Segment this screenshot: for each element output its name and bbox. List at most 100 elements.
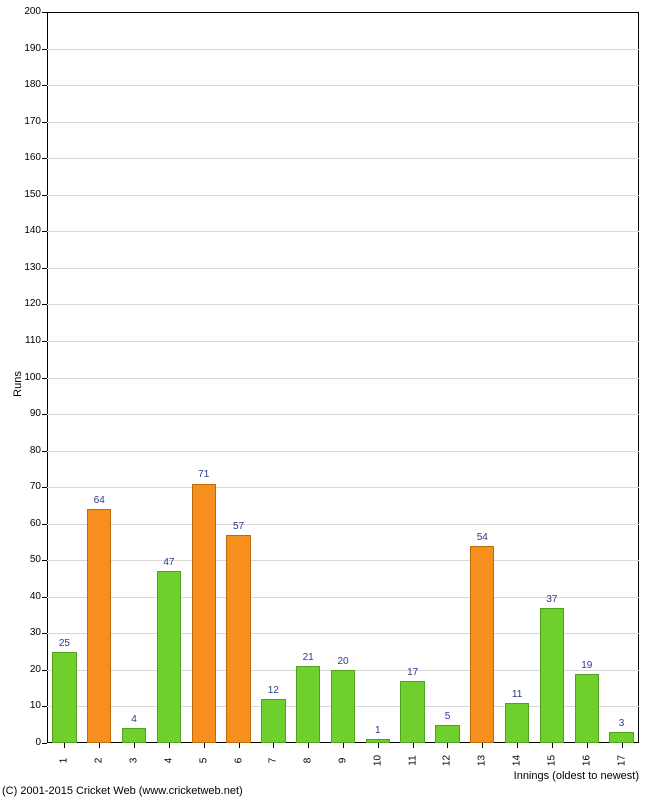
- bar: [470, 546, 494, 743]
- y-tick: [42, 414, 47, 415]
- x-tick-label: 3: [129, 751, 140, 771]
- y-tick-label: 190: [13, 44, 41, 54]
- y-tick: [42, 524, 47, 525]
- bar: [226, 535, 250, 743]
- x-tick-label: 6: [233, 751, 244, 771]
- x-tick-label: 2: [94, 751, 105, 771]
- gridline: [47, 231, 639, 232]
- bar: [192, 484, 216, 744]
- bar: [331, 670, 355, 743]
- x-tick-label: 9: [338, 751, 349, 771]
- bar-value-label: 64: [84, 495, 114, 506]
- gridline: [47, 451, 639, 452]
- y-tick-label: 40: [13, 592, 41, 602]
- gridline: [47, 341, 639, 342]
- gridline: [47, 49, 639, 50]
- x-tick: [273, 743, 274, 748]
- x-tick: [239, 743, 240, 748]
- gridline: [47, 304, 639, 305]
- x-tick: [482, 743, 483, 748]
- bar-value-label: 57: [224, 521, 254, 532]
- y-tick-label: 30: [13, 628, 41, 638]
- bar: [261, 699, 285, 743]
- bar: [505, 703, 529, 743]
- bar: [87, 509, 111, 743]
- y-tick-label: 100: [13, 373, 41, 383]
- bar-value-label: 17: [398, 667, 428, 678]
- bar: [435, 725, 459, 743]
- bar-value-label: 11: [502, 689, 532, 700]
- y-tick-label: 20: [13, 665, 41, 675]
- x-tick: [134, 743, 135, 748]
- y-tick: [42, 597, 47, 598]
- x-tick: [99, 743, 100, 748]
- y-tick: [42, 122, 47, 123]
- y-tick: [42, 158, 47, 159]
- y-tick-label: 110: [13, 336, 41, 346]
- copyright-text: (C) 2001-2015 Cricket Web (www.cricketwe…: [2, 785, 243, 797]
- bar: [575, 674, 599, 743]
- y-tick: [42, 304, 47, 305]
- y-tick-label: 160: [13, 153, 41, 163]
- bar-value-label: 4: [119, 714, 149, 725]
- bar-value-label: 21: [293, 652, 323, 663]
- gridline: [47, 195, 639, 196]
- x-tick: [587, 743, 588, 748]
- x-tick: [552, 743, 553, 748]
- y-tick: [42, 560, 47, 561]
- x-tick-label: 10: [372, 751, 383, 771]
- bar-value-label: 19: [572, 660, 602, 671]
- bar-value-label: 71: [189, 469, 219, 480]
- x-tick: [343, 743, 344, 748]
- y-tick: [42, 49, 47, 50]
- y-tick-label: 150: [13, 190, 41, 200]
- y-tick: [42, 633, 47, 634]
- bar-value-label: 5: [432, 711, 462, 722]
- bar-value-label: 12: [258, 685, 288, 696]
- bar-value-label: 37: [537, 594, 567, 605]
- y-tick: [42, 670, 47, 671]
- x-tick: [64, 743, 65, 748]
- gridline: [47, 268, 639, 269]
- y-tick-label: 0: [13, 738, 41, 748]
- gridline: [47, 158, 639, 159]
- x-tick-label: 8: [303, 751, 314, 771]
- gridline: [47, 85, 639, 86]
- bar: [52, 652, 76, 743]
- y-tick-label: 10: [13, 701, 41, 711]
- y-tick: [42, 195, 47, 196]
- x-tick: [413, 743, 414, 748]
- bar-value-label: 25: [49, 638, 79, 649]
- y-tick-label: 120: [13, 299, 41, 309]
- chart-container: Runs Innings (oldest to newest) (C) 2001…: [0, 0, 650, 800]
- x-tick: [517, 743, 518, 748]
- gridline: [47, 487, 639, 488]
- x-tick-label: 15: [546, 751, 557, 771]
- x-axis-title: Innings (oldest to newest): [514, 770, 639, 782]
- x-tick-label: 12: [442, 751, 453, 771]
- x-tick-label: 17: [616, 751, 627, 771]
- bar: [609, 732, 633, 743]
- bar-value-label: 54: [467, 532, 497, 543]
- y-tick-label: 200: [13, 7, 41, 17]
- gridline: [47, 414, 639, 415]
- y-tick-label: 90: [13, 409, 41, 419]
- plot-area: [47, 12, 639, 743]
- bar: [157, 571, 181, 743]
- gridline: [47, 560, 639, 561]
- bar: [296, 666, 320, 743]
- x-tick-label: 4: [163, 751, 174, 771]
- y-tick-label: 130: [13, 263, 41, 273]
- x-tick: [378, 743, 379, 748]
- bar-value-label: 1: [363, 725, 393, 736]
- x-tick: [204, 743, 205, 748]
- x-tick: [447, 743, 448, 748]
- y-tick-label: 60: [13, 519, 41, 529]
- x-tick-label: 1: [59, 751, 70, 771]
- x-tick-label: 14: [512, 751, 523, 771]
- x-tick: [169, 743, 170, 748]
- gridline: [47, 122, 639, 123]
- bar: [540, 608, 564, 743]
- bar: [122, 728, 146, 743]
- y-tick: [42, 451, 47, 452]
